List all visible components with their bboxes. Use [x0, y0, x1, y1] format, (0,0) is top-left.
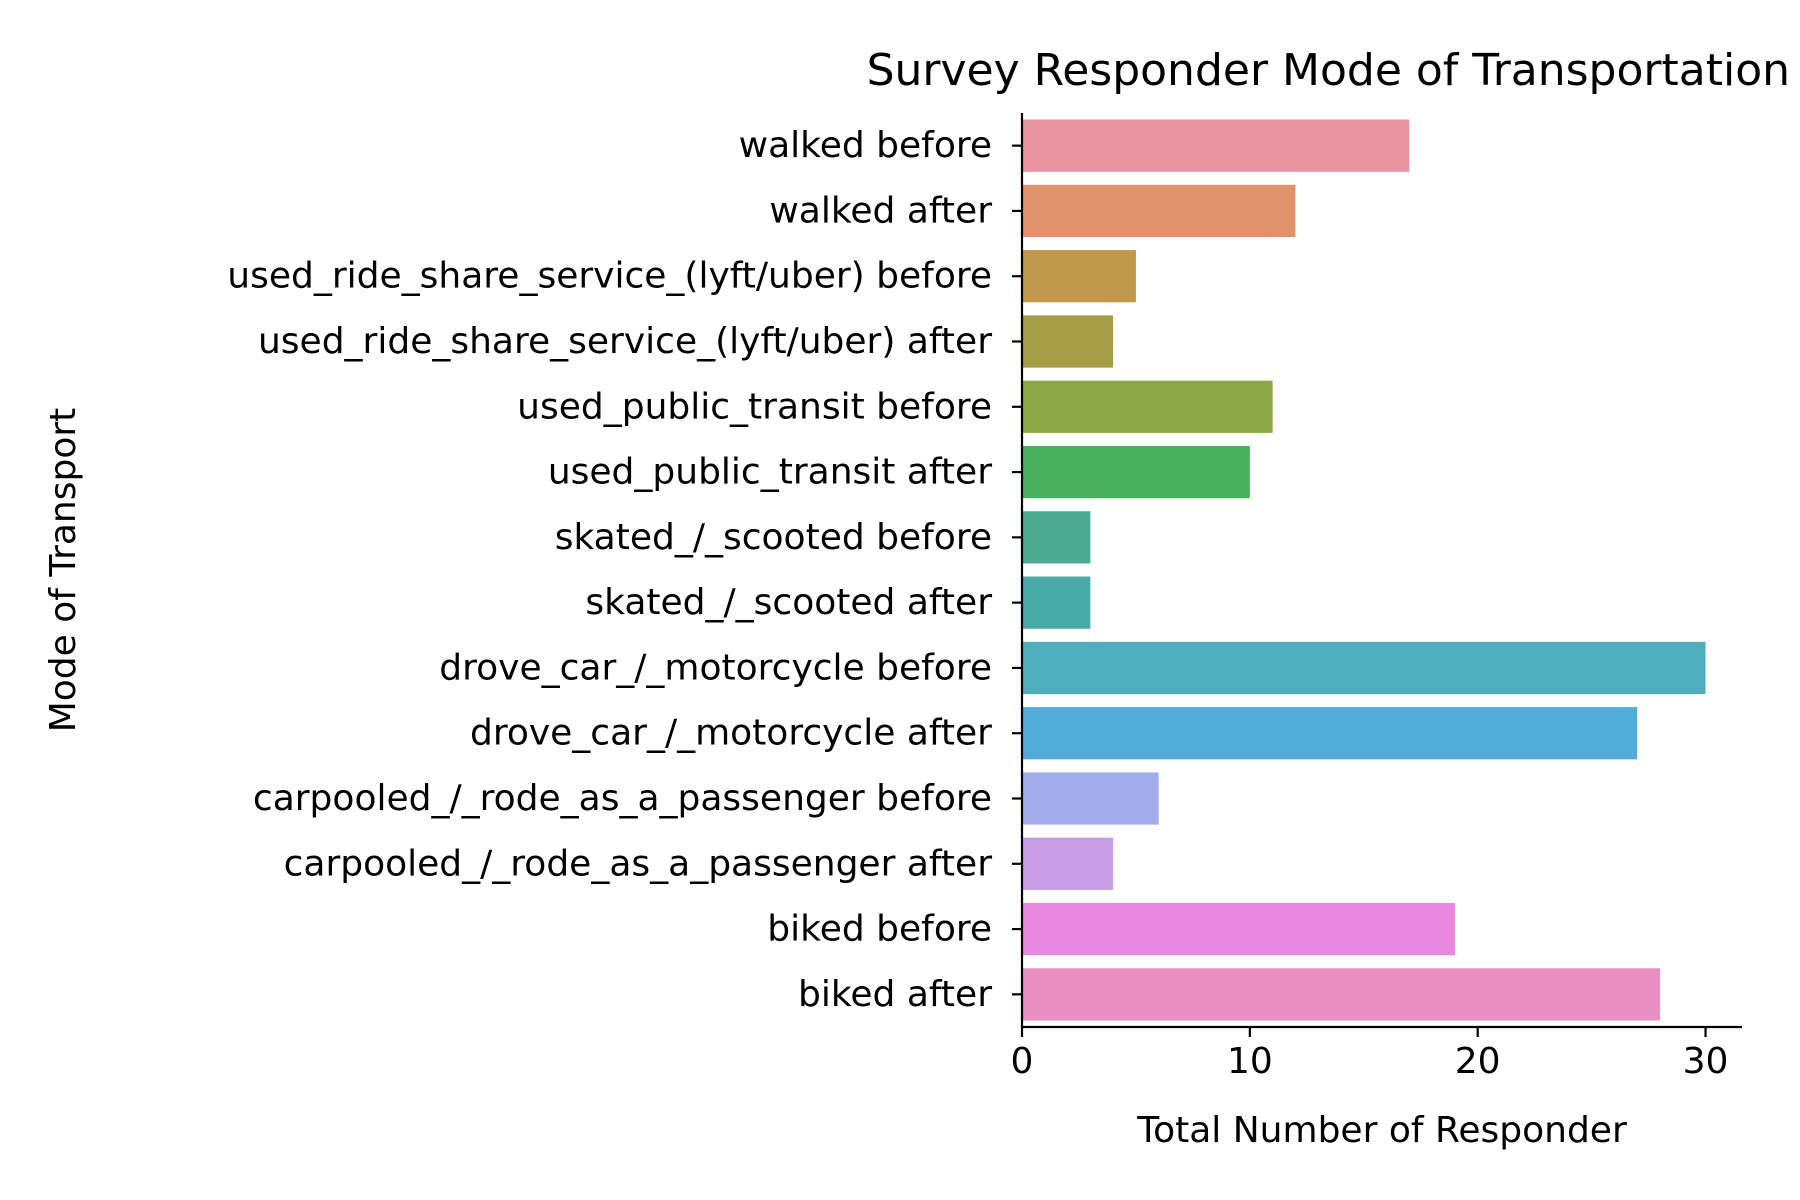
y-tick-label: used_ride_share_service_(lyft/uber) afte…	[258, 321, 992, 362]
bar	[1022, 837, 1114, 890]
y-axis-label: Mode of Transport	[43, 408, 84, 733]
x-ticks-group: 0 10 20 30	[1011, 1027, 1729, 1082]
chart-title: Survey Responder Mode of Transportation	[867, 45, 1790, 96]
bar	[1022, 511, 1091, 564]
bar	[1022, 772, 1159, 825]
y-tick-label: skated_/_scooted before	[555, 517, 992, 558]
x-axis-label: Total Number of Responder	[1136, 1110, 1627, 1151]
y-tick-label: used_ride_share_service_(lyft/uber) befo…	[227, 256, 992, 297]
bar	[1022, 576, 1091, 629]
y-tick-label: walked after	[769, 190, 992, 231]
y-tick-label: walked before	[739, 125, 992, 166]
y-tick-label: used_public_transit before	[517, 386, 992, 427]
bar	[1022, 184, 1296, 238]
bar	[1022, 119, 1410, 172]
x-tick-label: 20	[1455, 1041, 1501, 1082]
y-tick-label: used_public_transit after	[548, 452, 992, 493]
y-tick-label: skated_/_scooted after	[585, 582, 992, 623]
y-tick-label: carpooled_/_rode_as_a_passenger after	[284, 843, 993, 884]
x-tick-label: 10	[1227, 1041, 1273, 1082]
y-tick-label: biked before	[767, 909, 992, 950]
bar	[1022, 707, 1638, 760]
x-tick-label: 30	[1683, 1041, 1729, 1082]
y-tick-label: drove_car_/_motorcycle before	[439, 647, 992, 688]
bar	[1022, 968, 1660, 1021]
y-tick-label: carpooled_/_rode_as_a_passenger before	[253, 778, 992, 819]
bar	[1022, 445, 1250, 499]
bar	[1022, 315, 1114, 368]
bar	[1022, 380, 1273, 433]
y-tick-label: biked after	[798, 974, 992, 1015]
y-ticks-group: walked before walked after used_ride_share…	[227, 125, 1022, 1015]
x-tick-label: 0	[1011, 1041, 1034, 1082]
bar	[1022, 641, 1706, 695]
y-tick-label: drove_car_/_motorcycle after	[470, 713, 992, 754]
bars-group	[1022, 119, 1706, 1021]
bar	[1022, 250, 1136, 303]
bar	[1022, 902, 1455, 956]
